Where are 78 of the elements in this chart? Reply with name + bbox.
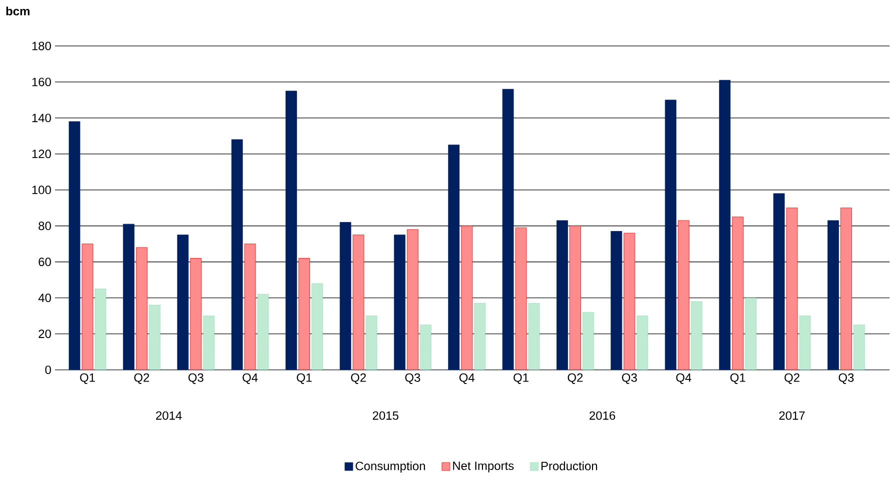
x-tick-label: Q3 — [838, 373, 854, 384]
bar — [745, 298, 756, 370]
bar — [799, 316, 811, 370]
bar — [719, 80, 731, 370]
bar — [244, 244, 256, 370]
y-tick-label: 120 — [32, 150, 51, 158]
bar — [840, 208, 852, 370]
bar — [853, 324, 865, 370]
legend-label: Consumption — [356, 462, 425, 473]
x-tick-label: Q3 — [188, 373, 204, 384]
bar — [148, 304, 160, 370]
x-tick-label: Q3 — [405, 373, 420, 384]
bar — [68, 121, 80, 370]
x-tick-label: Q2 — [351, 373, 366, 384]
bar — [624, 233, 636, 370]
y-tick-label: 0 — [45, 366, 51, 374]
bar — [340, 222, 352, 370]
x-tick-label: Q2 — [568, 373, 583, 384]
bar — [286, 90, 297, 370]
text: 2016 — [590, 411, 616, 420]
bar — [664, 100, 676, 370]
bar — [448, 144, 460, 370]
y-tick-label: 160 — [32, 78, 51, 86]
bar — [636, 316, 648, 370]
bar — [82, 244, 94, 370]
bar — [556, 220, 568, 370]
y-tick-label: 40 — [38, 294, 51, 302]
bar — [786, 208, 798, 370]
y-tick-label: 80 — [38, 222, 51, 230]
x-tick-label: Q3 — [622, 373, 637, 384]
x-tick-label: Q4 — [459, 373, 474, 384]
bar — [773, 193, 785, 370]
x-tick-label: Q1 — [514, 373, 528, 384]
text: 2014 — [156, 411, 182, 420]
text: 2017 — [779, 411, 805, 420]
bar — [582, 312, 594, 370]
y-tick-label: 20 — [38, 330, 51, 338]
x-tick-label: Q4 — [242, 373, 258, 384]
bar — [474, 303, 486, 370]
x-tick-label: Q4 — [676, 373, 692, 384]
legend-label: Production — [541, 462, 598, 470]
bar — [420, 324, 432, 370]
bar — [366, 316, 378, 370]
x-tick-label: Q1 — [730, 373, 746, 384]
bar — [515, 228, 527, 370]
bar — [570, 226, 581, 370]
bar — [257, 294, 269, 370]
y-axis-title: bcm — [6, 6, 30, 16]
bar — [312, 283, 323, 370]
bar — [406, 229, 418, 370]
bar — [502, 89, 514, 370]
bar — [732, 216, 744, 370]
bar — [678, 220, 690, 370]
bar — [610, 231, 622, 370]
bar — [203, 316, 215, 370]
bar — [690, 301, 702, 370]
y-tick-label: 140 — [32, 114, 51, 122]
bar — [94, 288, 106, 370]
bar — [177, 234, 189, 370]
bar — [528, 303, 540, 370]
bar — [394, 234, 406, 370]
x-tick-label: Q2 — [134, 373, 150, 384]
y-tick-label: 60 — [38, 258, 51, 266]
bar — [231, 139, 243, 370]
text: 2015 — [372, 411, 398, 420]
bar — [190, 258, 202, 370]
x-tick-label: Q2 — [784, 373, 800, 384]
y-tick-label: 100 — [32, 186, 51, 194]
bar — [828, 220, 839, 370]
bar — [298, 258, 310, 370]
x-tick-label: Q1 — [80, 373, 95, 384]
bar — [352, 234, 364, 370]
legend-label: Net Imports — [453, 462, 514, 473]
bar — [461, 226, 473, 370]
bar — [136, 247, 148, 370]
y-tick-label: 180 — [32, 42, 51, 50]
x-tick-label: Q1 — [296, 373, 312, 384]
bar — [123, 224, 134, 370]
